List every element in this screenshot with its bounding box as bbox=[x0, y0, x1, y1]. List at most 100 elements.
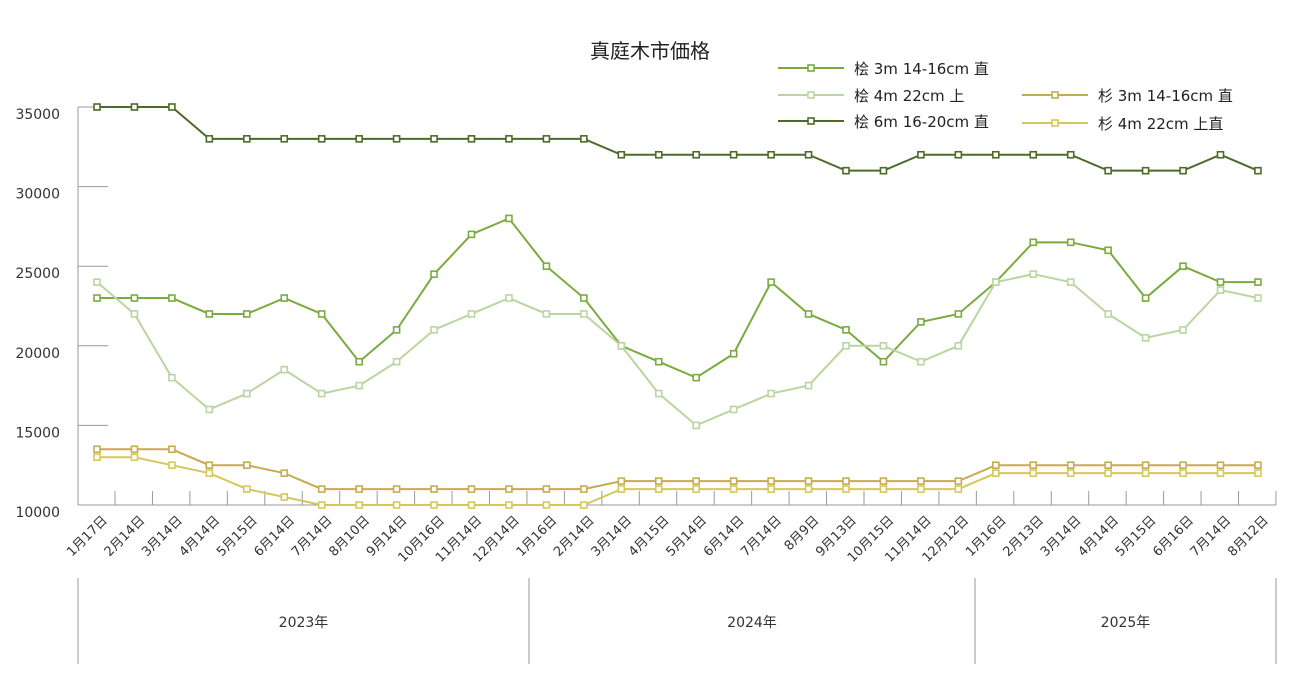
data-point bbox=[991, 469, 1000, 477]
data-point bbox=[1179, 326, 1187, 334]
data-point bbox=[505, 135, 513, 143]
data-point bbox=[93, 278, 101, 286]
data-point bbox=[729, 405, 738, 414]
series-4 bbox=[93, 445, 1262, 493]
x-tick-label: 3月14日 bbox=[1038, 513, 1085, 560]
data-point bbox=[505, 501, 513, 509]
data-point bbox=[729, 349, 738, 358]
data-point bbox=[93, 453, 101, 462]
data-point bbox=[505, 214, 513, 223]
y-tick-label: 20000 bbox=[15, 346, 60, 362]
data-point bbox=[879, 341, 888, 350]
data-point bbox=[767, 389, 775, 398]
data-point bbox=[1254, 166, 1262, 175]
data-point bbox=[617, 150, 626, 159]
data-point bbox=[991, 150, 1000, 159]
data-point bbox=[392, 135, 401, 143]
data-point bbox=[1179, 461, 1187, 470]
data-point bbox=[168, 103, 176, 111]
data-point bbox=[1254, 278, 1262, 286]
data-point bbox=[842, 341, 850, 350]
data-point bbox=[1141, 334, 1150, 342]
x-axis-ticks: 1月17日2月14日3月14日4月14日5月15日6月14日7月14日8月10日… bbox=[64, 491, 1277, 566]
data-point bbox=[917, 357, 925, 366]
data-point bbox=[280, 365, 289, 374]
data-point bbox=[991, 278, 1000, 286]
year-groups: 2023年 2024年 2025年 bbox=[77, 578, 1277, 664]
data-point bbox=[1141, 469, 1150, 477]
data-point bbox=[317, 135, 326, 143]
data-point bbox=[767, 150, 775, 159]
legend-label: 杉 3m 14-16cm 直 bbox=[1098, 87, 1233, 105]
data-point bbox=[542, 501, 551, 509]
data-point bbox=[1216, 461, 1225, 470]
x-tick-label: 2月13日 bbox=[1001, 513, 1048, 560]
data-point bbox=[580, 310, 588, 318]
data-point bbox=[467, 501, 476, 509]
legend-label: 桧 4m 22cm 上 bbox=[854, 87, 964, 105]
data-point bbox=[767, 278, 775, 286]
y-axis-ticks: 35000 30000 25000 20000 15000 10000 bbox=[15, 106, 108, 521]
data-point bbox=[804, 381, 813, 390]
data-point bbox=[1141, 461, 1150, 470]
data-point bbox=[430, 326, 438, 334]
data-point bbox=[1029, 270, 1038, 278]
data-point bbox=[93, 445, 101, 454]
legend-label: 杉 4m 22cm 上直 bbox=[1098, 115, 1223, 133]
data-point bbox=[1104, 166, 1112, 175]
data-point bbox=[1029, 238, 1038, 247]
y-tick-label: 35000 bbox=[15, 107, 60, 123]
data-point bbox=[692, 477, 701, 485]
data-point bbox=[130, 294, 139, 302]
data-point bbox=[542, 262, 551, 271]
y-tick-label: 15000 bbox=[15, 425, 60, 441]
x-tick-label: 6月14日 bbox=[701, 513, 748, 560]
year-label: 2025年 bbox=[1101, 615, 1151, 631]
year-label: 2024年 bbox=[727, 615, 777, 631]
series-line bbox=[96, 273, 1259, 427]
data-point bbox=[280, 294, 289, 302]
data-point bbox=[355, 135, 363, 143]
data-point bbox=[954, 477, 963, 485]
data-point bbox=[355, 485, 363, 493]
legend-item: 杉 3m 14-16cm 直 bbox=[1022, 87, 1233, 105]
data-point bbox=[692, 485, 701, 493]
data-point bbox=[692, 150, 701, 159]
data-point bbox=[729, 477, 738, 485]
data-point bbox=[1141, 294, 1150, 302]
data-point bbox=[842, 326, 850, 334]
data-point bbox=[130, 453, 139, 462]
data-point bbox=[168, 373, 176, 382]
data-point bbox=[1029, 150, 1038, 159]
legend-swatch-marker bbox=[807, 64, 815, 72]
data-point bbox=[317, 501, 326, 509]
data-point bbox=[580, 294, 588, 302]
data-point bbox=[1066, 238, 1075, 247]
data-point bbox=[654, 357, 663, 366]
data-point bbox=[954, 310, 963, 318]
x-tick-label: 6月14日 bbox=[252, 513, 299, 560]
data-point bbox=[317, 485, 326, 493]
data-point bbox=[392, 501, 401, 509]
legend-item: 桧 3m 14-16cm 直 bbox=[778, 60, 989, 78]
legend-swatch-marker bbox=[1051, 91, 1059, 99]
legend-item: 桧 4m 22cm 上 bbox=[778, 87, 964, 105]
data-point bbox=[1216, 150, 1225, 159]
data-point bbox=[842, 485, 850, 493]
data-point bbox=[804, 310, 813, 318]
data-point bbox=[280, 469, 289, 477]
data-point bbox=[355, 501, 363, 509]
series-line bbox=[97, 217, 1258, 379]
data-point bbox=[954, 341, 963, 350]
x-tick-label: 4月15日 bbox=[626, 513, 673, 560]
data-point bbox=[542, 310, 551, 318]
data-point bbox=[243, 461, 251, 470]
data-point bbox=[917, 477, 925, 485]
data-point bbox=[205, 469, 214, 477]
data-point bbox=[1254, 461, 1262, 470]
data-point bbox=[1254, 469, 1262, 477]
series-line bbox=[97, 456, 1258, 506]
data-point bbox=[954, 485, 963, 493]
legend-item: 杉 4m 22cm 上直 bbox=[1022, 115, 1223, 133]
